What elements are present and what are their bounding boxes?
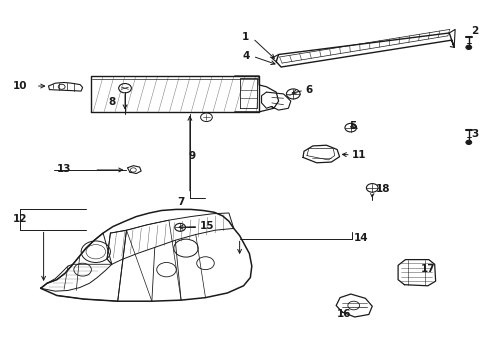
- Circle shape: [465, 45, 471, 49]
- Text: 11: 11: [351, 150, 366, 160]
- Text: 1: 1: [242, 32, 249, 42]
- Circle shape: [465, 140, 471, 144]
- Text: 15: 15: [199, 221, 214, 231]
- Text: 7: 7: [177, 197, 184, 207]
- Text: 4: 4: [242, 51, 249, 61]
- Text: 9: 9: [188, 150, 195, 161]
- Text: 6: 6: [305, 85, 312, 95]
- Text: 2: 2: [470, 26, 478, 36]
- Text: 5: 5: [349, 121, 356, 131]
- Text: 16: 16: [337, 310, 351, 319]
- Text: 13: 13: [57, 164, 71, 174]
- Text: 18: 18: [375, 184, 390, 194]
- Text: 3: 3: [470, 129, 478, 139]
- Text: 17: 17: [420, 264, 435, 274]
- Text: 10: 10: [13, 81, 27, 91]
- Text: 12: 12: [13, 215, 27, 224]
- Text: 8: 8: [108, 97, 115, 107]
- Text: 14: 14: [353, 233, 368, 243]
